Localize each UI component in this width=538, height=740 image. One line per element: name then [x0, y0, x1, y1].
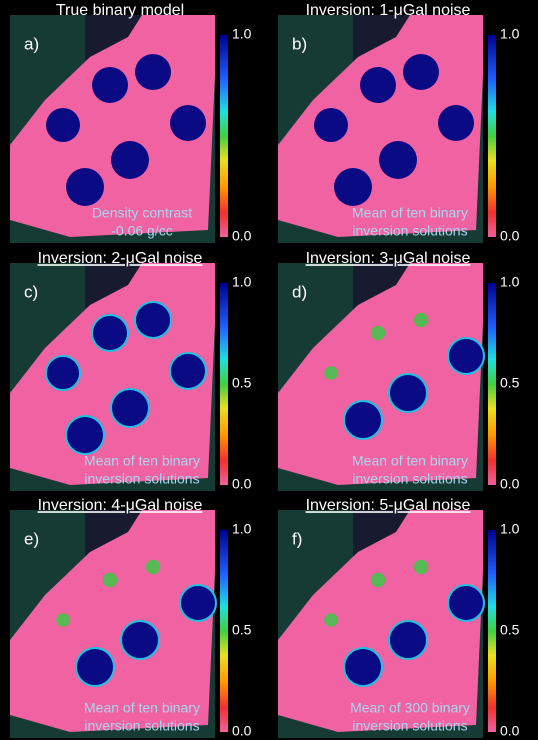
colorbar-label: 0.5 — [232, 622, 252, 638]
body — [388, 620, 428, 660]
colorbar — [488, 530, 496, 732]
body — [170, 105, 206, 141]
panel-title: True binary model — [56, 2, 184, 19]
caption: inversion solutions — [84, 718, 199, 734]
colorbar — [488, 283, 496, 485]
colorbar-label: 1.0 — [500, 521, 520, 537]
body — [120, 620, 160, 660]
colorbar-label: 0.5 — [232, 375, 252, 391]
body — [65, 415, 105, 455]
panel-letter: d) — [292, 282, 307, 301]
body — [135, 54, 171, 90]
body — [403, 54, 439, 90]
body — [92, 67, 128, 103]
colorbar-label: 1.0 — [500, 274, 520, 290]
body — [75, 647, 115, 687]
panel-letter: c) — [24, 282, 38, 301]
colorbar — [220, 35, 228, 237]
colorbar-label: 0.0 — [500, 723, 520, 739]
colorbar-label: 0.0 — [232, 723, 252, 739]
colorbar-label: 0.0 — [232, 228, 252, 244]
panel-letter: b) — [292, 34, 307, 53]
body — [360, 67, 396, 103]
colorbar — [488, 35, 496, 237]
body — [66, 168, 104, 206]
caption: Density contrast — [92, 205, 192, 221]
density-region — [278, 510, 483, 732]
colorbar-label: 1.0 — [232, 521, 252, 537]
body — [314, 108, 348, 142]
noise-blob — [102, 572, 118, 588]
body — [343, 647, 383, 687]
caption: Mean of ten binary — [352, 453, 468, 469]
caption: Mean of ten binary — [84, 700, 200, 716]
noise-blob — [324, 366, 338, 380]
colorbar-label: 0.0 — [500, 476, 520, 492]
caption: Mean of ten binary — [352, 205, 468, 221]
noise-blob — [56, 613, 70, 627]
colorbar — [220, 283, 228, 485]
noise-blob — [370, 325, 386, 341]
colorbar-label: 1.0 — [500, 26, 520, 42]
caption: inversion solutions — [352, 223, 467, 239]
body — [447, 337, 485, 375]
caption: inversion solutions — [352, 718, 467, 734]
colorbar-label: 0.0 — [500, 228, 520, 244]
body — [447, 584, 485, 622]
panel-letter: f) — [292, 529, 302, 548]
body — [179, 584, 217, 622]
panel-title: Inversion: 4-μGal noise — [38, 497, 203, 514]
colorbar-label: 0.5 — [500, 622, 520, 638]
colorbar-label: 0.0 — [232, 476, 252, 492]
panel-title: Inversion: 3-μGal noise — [306, 250, 471, 267]
caption: -0.06 g/cc — [111, 223, 172, 239]
colorbar-label: 0.5 — [500, 375, 520, 391]
panel-letter: e) — [24, 529, 39, 548]
caption: Mean of 300 binary — [350, 700, 470, 716]
caption: Mean of ten binary — [84, 453, 200, 469]
body — [91, 314, 129, 352]
body — [45, 355, 81, 391]
noise-blob — [413, 559, 429, 575]
density-region — [10, 510, 215, 732]
colorbar-label: 1.0 — [232, 274, 252, 290]
noise-blob — [324, 613, 338, 627]
panel-letter: a) — [24, 34, 39, 53]
panel-title: Inversion: 2-μGal noise — [38, 250, 203, 267]
density-region — [278, 263, 483, 485]
body — [169, 352, 207, 390]
body — [111, 141, 149, 179]
body — [134, 301, 172, 339]
body — [110, 388, 150, 428]
body — [334, 168, 372, 206]
body — [46, 108, 80, 142]
noise-blob — [145, 559, 161, 575]
colorbar — [220, 530, 228, 732]
panel-title: Inversion: 1-μGal noise — [306, 2, 471, 19]
colorbar-label: 1.0 — [232, 26, 252, 42]
body — [343, 400, 383, 440]
body — [388, 373, 428, 413]
body — [438, 105, 474, 141]
caption: inversion solutions — [352, 471, 467, 487]
noise-blob — [413, 312, 429, 328]
noise-blob — [370, 572, 386, 588]
caption: inversion solutions — [84, 471, 199, 487]
panel-title: Inversion: 5-μGal noise — [306, 497, 471, 514]
body — [379, 141, 417, 179]
